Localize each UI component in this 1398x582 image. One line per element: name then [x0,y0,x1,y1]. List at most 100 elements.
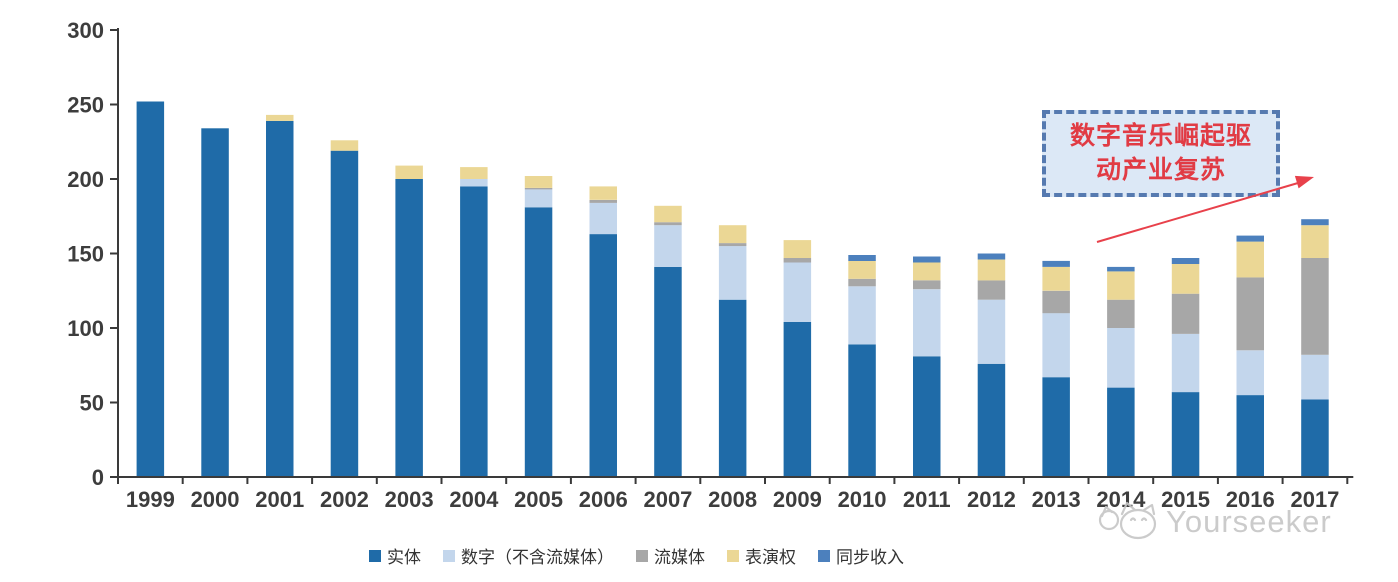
bar-segment-2009-2 [783,258,812,263]
bar-segment-2006-2 [589,199,617,203]
legend-label: 表演权 [745,548,796,567]
x-tick-label: 2011 [903,487,951,512]
axes [110,28,1354,484]
legend-item-3: 表演权 [727,543,796,568]
bar-segment-2014-1 [1107,328,1135,388]
bar-segment-2008-2 [718,243,747,247]
bar-segment-2003-3 [395,165,423,179]
annotation-callout: 数字音乐崛起驱 动产业复苏 [1042,110,1280,197]
bar-segment-2009-0 [783,322,812,477]
bar-segment-2004-0 [460,186,488,477]
legend-swatch-icon [369,549,381,562]
bar-segment-2014-3 [1107,271,1135,300]
legend-label: 数字（不含流媒体） [461,548,614,567]
bar-segment-1999-0 [136,101,165,477]
bar-segment-2015-4 [1171,258,1200,264]
bar-segment-2012-1 [977,299,1006,364]
x-tick-label: 2003 [385,487,434,512]
x-tick-label: 2010 [838,487,887,512]
bar-segment-2004-3 [460,167,488,179]
x-tick-label: 2017 [1290,487,1339,512]
legend-label: 流媒体 [654,548,705,567]
bar-segment-2016-2 [1236,277,1264,351]
bar-segment-2015-3 [1171,263,1200,294]
x-tick-label: 2006 [579,487,628,512]
bar-segment-2016-4 [1236,235,1264,242]
bar-segment-2015-0 [1171,392,1200,477]
bar-segment-2014-4 [1107,266,1135,272]
x-tick-label: 2002 [320,487,369,512]
x-tick-label: 2009 [773,487,822,512]
legend-swatch-icon [818,549,830,562]
bars [136,101,1329,478]
bar-segment-2007-2 [654,222,682,226]
chart-legend: 实体 数字（不含流媒体） 流媒体 表演权 同步收入 [369,543,904,568]
bar-segment-2017-1 [1301,354,1329,400]
x-tick-label: 2005 [514,487,563,512]
bar-segment-2008-0 [718,299,747,477]
bar-segment-2015-2 [1171,293,1200,334]
bar-segment-2006-1 [589,202,617,235]
bar-segment-2011-4 [913,256,941,263]
bar-segment-2008-1 [718,246,747,300]
bar-segment-2012-3 [977,259,1006,281]
axis-labels: 0 50 100 150 200 250 300 1999 2000 2001 2002 2003 20… [67,18,1339,512]
bar-segment-2014-0 [1107,387,1135,477]
bar-segment-2016-0 [1236,395,1264,478]
bar-segment-2017-3 [1301,225,1329,258]
bar-segment-2013-1 [1042,313,1070,378]
y-tick-label: 0 [92,465,104,490]
bar-segment-2001-3 [266,114,294,121]
x-tick-label: 2004 [449,487,499,512]
legend-swatch-icon [636,549,648,562]
y-tick-label: 200 [67,167,104,192]
legend-item-4: 同步收入 [818,543,904,568]
bar-segment-2009-1 [783,262,812,322]
bar-segment-2006-0 [589,234,617,477]
bar-segment-2016-1 [1236,350,1264,396]
bar-segment-2000-0 [201,128,229,478]
bar-segment-2005-0 [524,207,553,478]
x-tick-label: 2008 [708,487,757,512]
y-tick-label: 50 [80,391,104,416]
legend-swatch-icon [443,549,455,562]
bar-segment-2005-3 [524,176,553,188]
bar-segment-2012-0 [977,363,1006,477]
bar-segment-2010-0 [848,344,876,477]
x-tick-label: 1999 [126,487,175,512]
annotation-text-line2: 动产业复苏 [1095,155,1226,184]
y-tick-label: 150 [67,242,104,267]
bar-segment-2012-2 [977,280,1006,300]
bar-segment-2004-1 [460,179,488,187]
bar-segment-2002-3 [330,140,359,151]
bar-segment-2011-0 [913,356,941,477]
y-tick-label: 100 [67,316,104,341]
bar-segment-2007-3 [654,205,682,223]
x-tick-label: 2012 [967,487,1016,512]
legend-label: 同步收入 [836,548,904,567]
bar-segment-2013-3 [1042,266,1070,291]
legend-label: 实体 [387,548,421,567]
bar-segment-2002-0 [330,150,359,477]
bar-segment-2017-4 [1301,219,1329,226]
bar-segment-2015-1 [1171,334,1200,393]
legend-item-2: 流媒体 [636,543,705,568]
x-tick-label: 2014 [1096,487,1146,512]
x-tick-label: 2000 [191,487,240,512]
bar-segment-2017-0 [1301,399,1329,477]
bar-segment-2001-0 [266,120,294,478]
bar-segment-2012-4 [977,253,1006,260]
x-tick-label: 2016 [1226,487,1275,512]
x-tick-label: 2015 [1161,487,1210,512]
bar-segment-2005-2 [524,187,553,190]
legend-item-1: 数字（不含流媒体） [443,543,614,568]
bar-segment-2013-2 [1042,290,1070,314]
bar-segment-2003-0 [395,179,423,477]
y-tick-label: 300 [67,18,104,43]
bar-segment-2011-3 [913,262,941,281]
x-tick-label: 2007 [643,487,692,512]
bar-segment-2011-1 [913,289,941,357]
bar-segment-2011-2 [913,280,941,290]
